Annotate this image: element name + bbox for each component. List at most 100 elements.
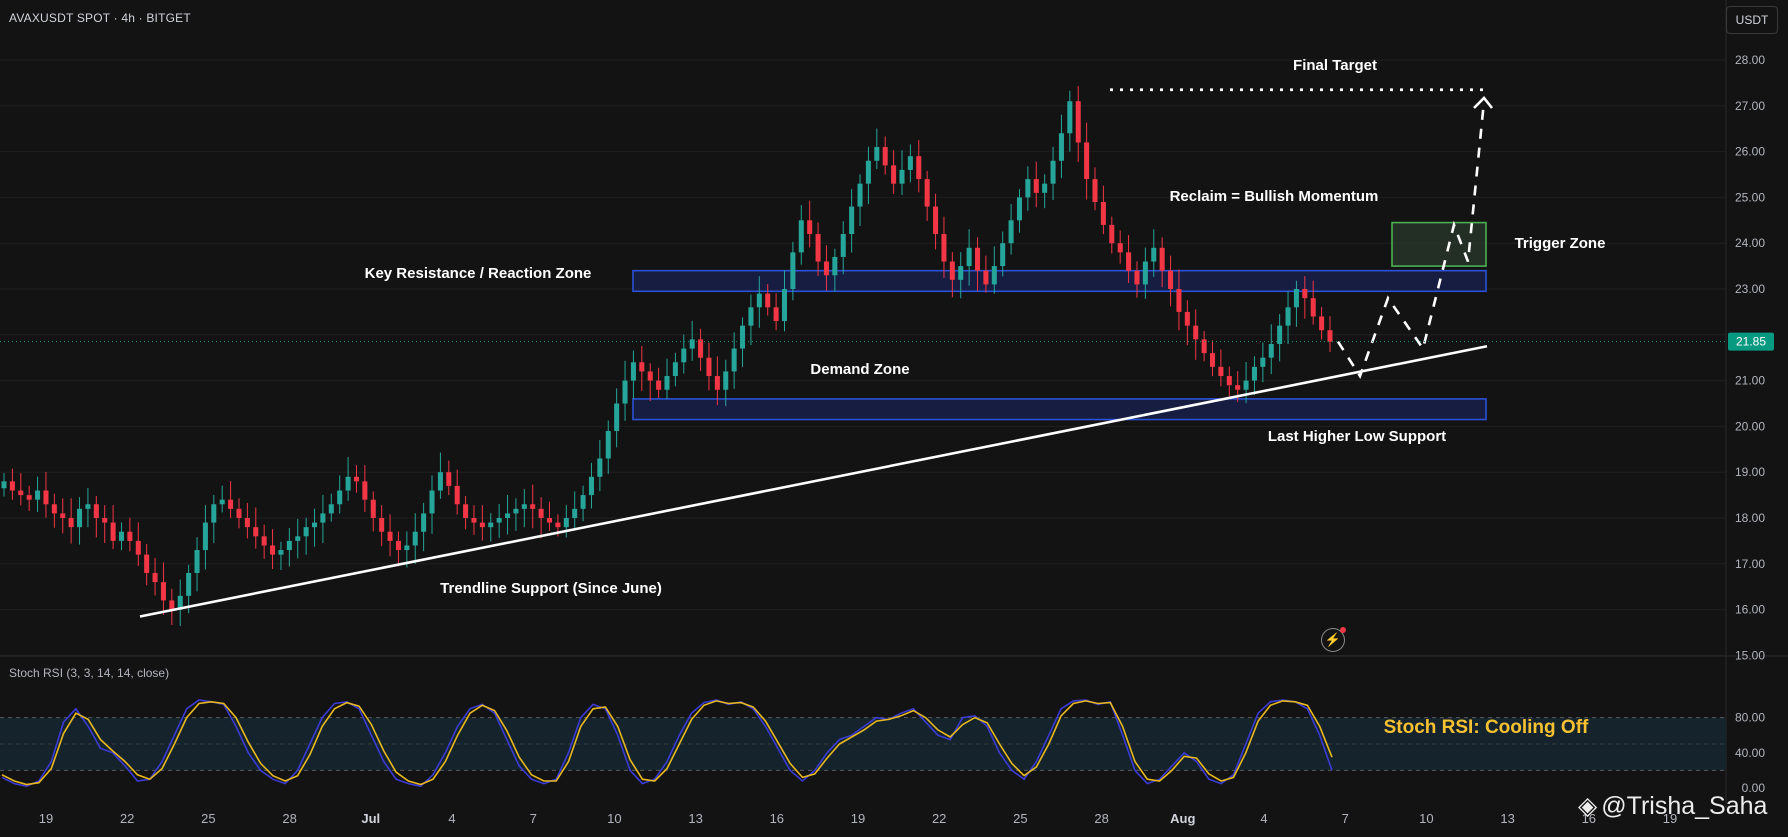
candle[interactable]	[1025, 179, 1031, 198]
candle[interactable]	[983, 270, 989, 285]
candle[interactable]	[303, 527, 309, 537]
trendline-support[interactable]	[139, 344, 1488, 618]
candle[interactable]	[1251, 366, 1257, 381]
candle[interactable]	[941, 234, 947, 262]
candle[interactable]	[26, 495, 32, 500]
candle[interactable]	[1109, 224, 1115, 244]
candle[interactable]	[773, 307, 779, 322]
candle[interactable]	[639, 362, 645, 372]
candle[interactable]	[521, 504, 527, 509]
candle[interactable]	[1050, 160, 1056, 184]
candle[interactable]	[823, 261, 829, 276]
candle[interactable]	[1159, 247, 1165, 271]
candle[interactable]	[572, 508, 578, 518]
candle[interactable]	[236, 508, 242, 518]
candle[interactable]	[1277, 325, 1283, 344]
lightning-icon[interactable]: ⚡	[1321, 627, 1346, 652]
candle[interactable]	[312, 522, 318, 528]
candle[interactable]	[765, 293, 771, 308]
candle[interactable]	[1016, 197, 1022, 221]
candle[interactable]	[135, 540, 141, 555]
candle[interactable]	[891, 165, 897, 184]
candle[interactable]	[404, 545, 410, 551]
candle[interactable]	[496, 518, 502, 523]
candle[interactable]	[1193, 325, 1199, 340]
candle[interactable]	[924, 179, 930, 207]
candle[interactable]	[412, 531, 418, 546]
candle[interactable]	[1302, 289, 1308, 299]
candle[interactable]	[152, 572, 158, 583]
candle[interactable]	[1042, 183, 1048, 193]
candle[interactable]	[874, 147, 880, 161]
candle[interactable]	[379, 518, 385, 532]
candle[interactable]	[362, 481, 368, 500]
candle[interactable]	[588, 476, 594, 496]
candle[interactable]	[437, 472, 443, 491]
candle[interactable]	[1008, 220, 1014, 244]
candle[interactable]	[505, 513, 511, 518]
candle[interactable]	[261, 536, 267, 546]
candle[interactable]	[1209, 353, 1216, 367]
candle[interactable]	[748, 307, 754, 326]
candle[interactable]	[9, 481, 15, 491]
candle[interactable]	[689, 339, 695, 349]
candle[interactable]	[1100, 201, 1106, 225]
candle[interactable]	[1134, 270, 1140, 285]
candle[interactable]	[882, 147, 888, 166]
candle[interactable]	[93, 504, 99, 518]
candle[interactable]	[1243, 380, 1249, 390]
candle[interactable]	[1176, 289, 1182, 312]
candle[interactable]	[1184, 311, 1190, 326]
candle[interactable]	[958, 266, 964, 280]
candle[interactable]	[832, 256, 838, 276]
candle[interactable]	[253, 527, 259, 537]
candle[interactable]	[513, 508, 519, 514]
candle[interactable]	[421, 513, 427, 532]
candle[interactable]	[395, 540, 401, 551]
candle[interactable]	[857, 183, 863, 207]
candle[interactable]	[672, 362, 678, 377]
candle[interactable]	[714, 376, 720, 390]
candle[interactable]	[740, 325, 746, 349]
candle[interactable]	[186, 572, 192, 596]
candle[interactable]	[295, 536, 301, 541]
candle[interactable]	[219, 499, 225, 505]
candle[interactable]	[530, 504, 536, 509]
candle[interactable]	[110, 522, 116, 541]
candle[interactable]	[1033, 179, 1039, 193]
candle[interactable]	[949, 261, 955, 280]
candle[interactable]	[77, 508, 83, 528]
candle[interactable]	[933, 206, 939, 235]
candle[interactable]	[1319, 316, 1325, 331]
candle[interactable]	[706, 357, 712, 377]
candle[interactable]	[127, 531, 133, 541]
candle[interactable]	[1235, 385, 1241, 390]
candle[interactable]	[840, 234, 846, 257]
candle[interactable]	[144, 554, 150, 573]
candle[interactable]	[966, 247, 972, 267]
candle[interactable]	[790, 252, 796, 289]
candle[interactable]	[1218, 366, 1224, 377]
candle[interactable]	[488, 522, 494, 528]
candle[interactable]	[1293, 289, 1299, 308]
candle[interactable]	[1, 481, 7, 489]
candle[interactable]	[1260, 357, 1266, 367]
candle[interactable]	[731, 348, 737, 372]
candle[interactable]	[622, 380, 628, 404]
candle[interactable]	[546, 518, 553, 523]
candle[interactable]	[202, 522, 208, 551]
candle[interactable]	[815, 234, 821, 262]
candle[interactable]	[169, 600, 175, 610]
candle[interactable]	[43, 490, 49, 505]
candle[interactable]	[538, 508, 544, 518]
candle[interactable]	[337, 490, 343, 505]
candle[interactable]	[353, 476, 359, 482]
candle[interactable]	[555, 522, 561, 528]
candle[interactable]	[68, 518, 74, 528]
key-resistance-box[interactable]	[632, 269, 1487, 293]
candle[interactable]	[614, 403, 620, 431]
currency-button[interactable]: USDT	[1726, 6, 1778, 34]
candle[interactable]	[975, 247, 981, 271]
candle[interactable]	[345, 476, 351, 491]
